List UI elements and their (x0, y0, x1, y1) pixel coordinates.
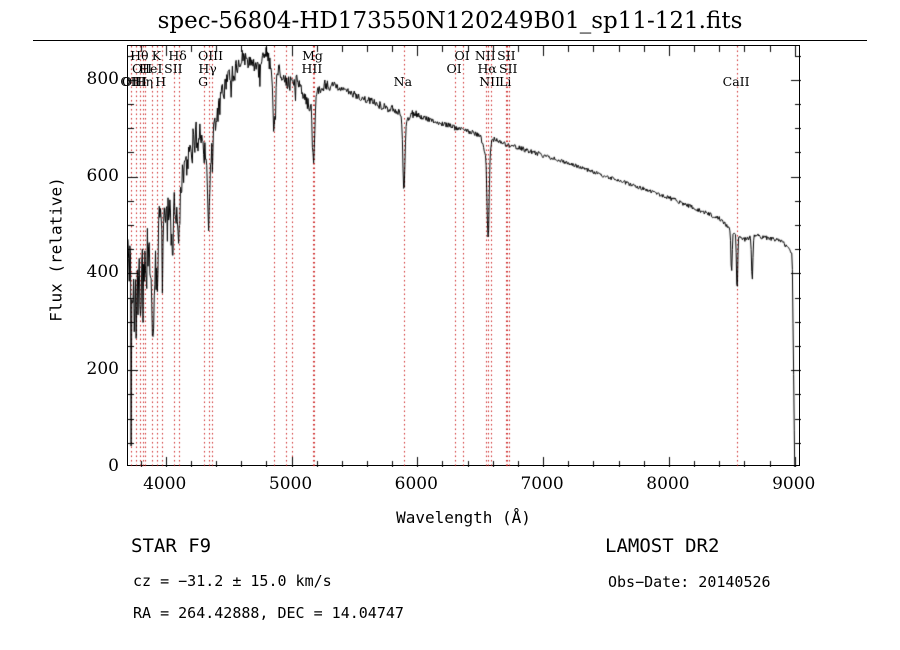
obs-date-text: Obs−Date: 20140526 (608, 573, 771, 591)
spectral-line-label: Li (499, 74, 512, 89)
plot-area (127, 45, 801, 467)
x-tick-label: 8000 (646, 474, 690, 494)
x-tick-label: 5000 (268, 474, 313, 494)
spectral-line-label: SII (497, 48, 516, 63)
spectral-line-label: OII (120, 74, 141, 89)
spectral-line-label: CaII (722, 74, 750, 89)
spectral-line-label: NII (474, 48, 496, 63)
x-tick-label: 4000 (143, 474, 187, 494)
spectral-line-label: G (198, 74, 209, 89)
coordinates-text: RA = 264.42888, DEC = 14.04747 (133, 604, 404, 622)
spectral-line-label: OIII (197, 48, 224, 63)
spectral-line-label: OI (446, 61, 462, 76)
x-tick-label: 6000 (394, 474, 438, 494)
spectral-line-label: K (151, 48, 162, 63)
figure-title: spec-56804-HD173550N120249B01_sp11-121.f… (157, 8, 743, 34)
y-tick-label: 400 (86, 262, 119, 283)
survey-text: LAMOST DR2 (605, 535, 720, 557)
spectral-line-label: H (155, 74, 167, 89)
spectral-line-label: Hγ (198, 61, 217, 76)
spectral-line-label: Mg (302, 48, 323, 63)
x-tick-label: 9000 (772, 474, 816, 494)
spectral-line-label: Hθ (130, 48, 149, 63)
y-tick-label: 0 (108, 456, 119, 476)
spectral-line-label: Hη (134, 74, 154, 89)
y-tick-label: 800 (86, 68, 119, 89)
y-tick-label: 600 (86, 165, 119, 186)
x-tick-label: 7000 (520, 474, 564, 494)
spectral-line-label: SII (499, 61, 518, 76)
spectral-line-label: OIII (122, 74, 148, 89)
title-divider (33, 40, 867, 41)
spectral-line-label: Hδ (168, 48, 187, 63)
spectral-line-label: OII (132, 61, 153, 76)
spectral-line-label: OI (454, 48, 470, 63)
spectral-line-label: Hα (477, 61, 497, 76)
spectral-line-label: SII (164, 61, 183, 76)
spectral-line-label: HII (301, 61, 323, 76)
y-tick-label: 200 (86, 359, 119, 380)
spectral-line-label: NII (479, 74, 501, 89)
object-type-text: STAR F9 (131, 535, 212, 557)
spectrum-curve-canvas (128, 46, 801, 467)
y-axis-label: Flux (relative) (46, 177, 66, 322)
x-axis-label: Wavelength (Å) (396, 508, 531, 527)
spectral-line-label: Na (393, 74, 413, 89)
redshift-velocity-text: cz = −31.2 ± 15.0 km/s (133, 572, 332, 590)
spectral-line-label: HeI (139, 61, 163, 76)
